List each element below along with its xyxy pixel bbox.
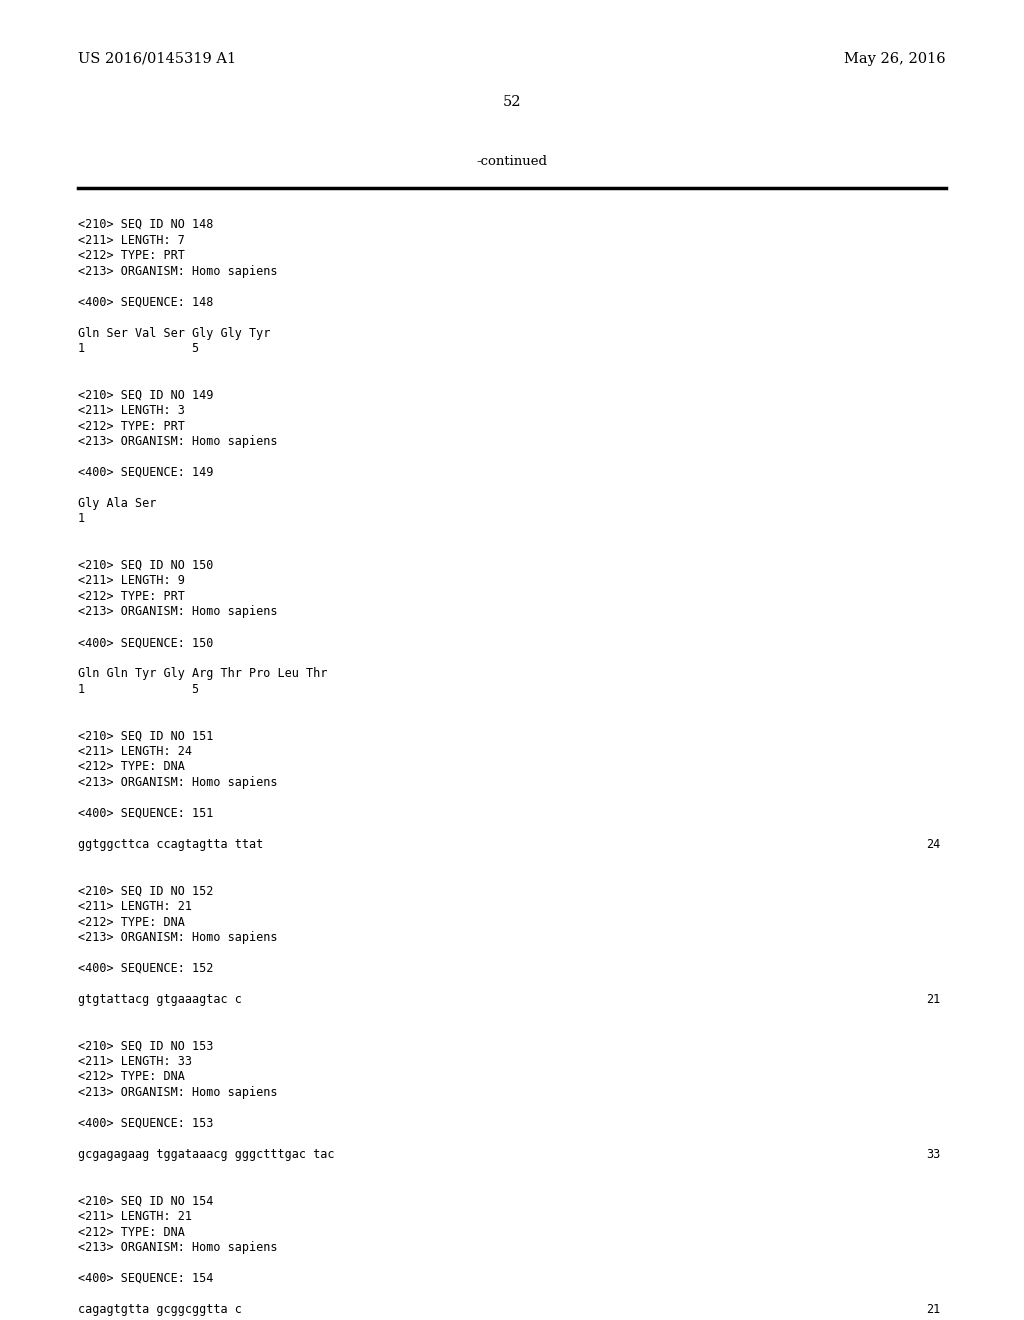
Text: <213> ORGANISM: Homo sapiens: <213> ORGANISM: Homo sapiens <box>78 931 278 944</box>
Text: Gln Gln Tyr Gly Arg Thr Pro Leu Thr: Gln Gln Tyr Gly Arg Thr Pro Leu Thr <box>78 668 328 681</box>
Text: <213> ORGANISM: Homo sapiens: <213> ORGANISM: Homo sapiens <box>78 606 278 619</box>
Text: <210> SEQ ID NO 149: <210> SEQ ID NO 149 <box>78 388 213 401</box>
Text: <211> LENGTH: 24: <211> LENGTH: 24 <box>78 744 193 758</box>
Text: <212> TYPE: PRT: <212> TYPE: PRT <box>78 420 185 433</box>
Text: <211> LENGTH: 33: <211> LENGTH: 33 <box>78 1055 193 1068</box>
Text: <210> SEQ ID NO 154: <210> SEQ ID NO 154 <box>78 1195 213 1208</box>
Text: gtgtattacg gtgaaagtac c: gtgtattacg gtgaaagtac c <box>78 993 242 1006</box>
Text: <213> ORGANISM: Homo sapiens: <213> ORGANISM: Homo sapiens <box>78 1241 278 1254</box>
Text: <212> TYPE: DNA: <212> TYPE: DNA <box>78 916 185 928</box>
Text: 21: 21 <box>926 993 940 1006</box>
Text: 24: 24 <box>926 838 940 851</box>
Text: <211> LENGTH: 21: <211> LENGTH: 21 <box>78 900 193 913</box>
Text: cagagtgtta gcggcggtta c: cagagtgtta gcggcggtta c <box>78 1303 242 1316</box>
Text: US 2016/0145319 A1: US 2016/0145319 A1 <box>78 51 237 66</box>
Text: <400> SEQUENCE: 153: <400> SEQUENCE: 153 <box>78 1117 213 1130</box>
Text: 21: 21 <box>926 1303 940 1316</box>
Text: -continued: -continued <box>476 154 548 168</box>
Text: <213> ORGANISM: Homo sapiens: <213> ORGANISM: Homo sapiens <box>78 1086 278 1100</box>
Text: <213> ORGANISM: Homo sapiens: <213> ORGANISM: Homo sapiens <box>78 776 278 789</box>
Text: 1: 1 <box>78 512 85 525</box>
Text: <210> SEQ ID NO 151: <210> SEQ ID NO 151 <box>78 730 213 742</box>
Text: ggtggcttca ccagtagtta ttat: ggtggcttca ccagtagtta ttat <box>78 838 263 851</box>
Text: Gly Ala Ser: Gly Ala Ser <box>78 498 157 510</box>
Text: <400> SEQUENCE: 151: <400> SEQUENCE: 151 <box>78 807 213 820</box>
Text: <211> LENGTH: 7: <211> LENGTH: 7 <box>78 234 185 247</box>
Text: <400> SEQUENCE: 148: <400> SEQUENCE: 148 <box>78 296 213 309</box>
Text: <212> TYPE: PRT: <212> TYPE: PRT <box>78 249 185 261</box>
Text: 33: 33 <box>926 1148 940 1162</box>
Text: <210> SEQ ID NO 153: <210> SEQ ID NO 153 <box>78 1040 213 1052</box>
Text: May 26, 2016: May 26, 2016 <box>845 51 946 66</box>
Text: Gln Ser Val Ser Gly Gly Tyr: Gln Ser Val Ser Gly Gly Tyr <box>78 326 270 339</box>
Text: <211> LENGTH: 3: <211> LENGTH: 3 <box>78 404 185 417</box>
Text: <400> SEQUENCE: 149: <400> SEQUENCE: 149 <box>78 466 213 479</box>
Text: <213> ORGANISM: Homo sapiens: <213> ORGANISM: Homo sapiens <box>78 264 278 277</box>
Text: <210> SEQ ID NO 150: <210> SEQ ID NO 150 <box>78 558 213 572</box>
Text: <210> SEQ ID NO 152: <210> SEQ ID NO 152 <box>78 884 213 898</box>
Text: 1               5: 1 5 <box>78 682 199 696</box>
Text: gcgagagaag tggataaacg gggctttgac tac: gcgagagaag tggataaacg gggctttgac tac <box>78 1148 335 1162</box>
Text: <400> SEQUENCE: 154: <400> SEQUENCE: 154 <box>78 1272 213 1284</box>
Text: <213> ORGANISM: Homo sapiens: <213> ORGANISM: Homo sapiens <box>78 436 278 447</box>
Text: <212> TYPE: DNA: <212> TYPE: DNA <box>78 760 185 774</box>
Text: <212> TYPE: DNA: <212> TYPE: DNA <box>78 1225 185 1238</box>
Text: 1               5: 1 5 <box>78 342 199 355</box>
Text: <211> LENGTH: 21: <211> LENGTH: 21 <box>78 1210 193 1224</box>
Text: 52: 52 <box>503 95 521 110</box>
Text: <211> LENGTH: 9: <211> LENGTH: 9 <box>78 574 185 587</box>
Text: <400> SEQUENCE: 150: <400> SEQUENCE: 150 <box>78 636 213 649</box>
Text: <212> TYPE: DNA: <212> TYPE: DNA <box>78 1071 185 1084</box>
Text: <212> TYPE: PRT: <212> TYPE: PRT <box>78 590 185 603</box>
Text: <210> SEQ ID NO 148: <210> SEQ ID NO 148 <box>78 218 213 231</box>
Text: <400> SEQUENCE: 152: <400> SEQUENCE: 152 <box>78 962 213 975</box>
